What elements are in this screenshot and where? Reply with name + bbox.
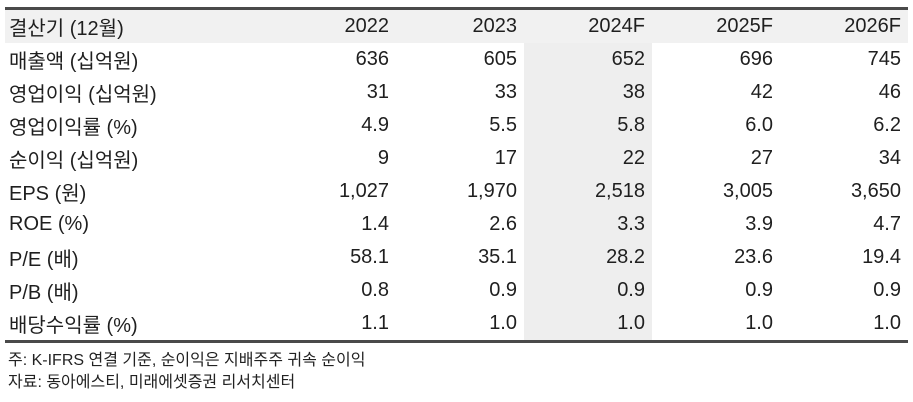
cell-value: 19.4: [862, 246, 901, 268]
table-row: EPS (원) 1,027 1,970 2,518 3,005 3,650: [5, 175, 908, 208]
cell-value: 31: [366, 81, 389, 103]
cell-value: 0.9: [745, 279, 773, 301]
cell-value-forecast: 2,518: [524, 175, 652, 208]
cell-value: 0.9: [489, 279, 517, 301]
cell-value-forecast: 1.0: [524, 307, 652, 342]
cell-value: 745: [867, 48, 901, 70]
row-label: 영업이익 (십억원): [9, 84, 157, 106]
header-year-2026f: 2026F: [780, 8, 908, 43]
cell-value: 0.8: [361, 279, 389, 301]
cell-value-forecast: 22: [524, 142, 652, 175]
footnotes: 주: K-IFRS 연결 기준, 순이익은 지배주주 귀속 순이익 자료: 동아…: [5, 350, 908, 394]
cell-value: 6.2: [873, 114, 901, 136]
cell-value: 4.9: [361, 114, 389, 136]
cell-value: 1.0: [745, 312, 773, 334]
cell-value: 3,650: [850, 180, 901, 202]
table-row: 영업이익률 (%) 4.9 5.5 5.8 6.0 6.2: [5, 109, 908, 142]
cell-value: 27: [750, 147, 773, 169]
row-label: P/E (배): [9, 249, 79, 271]
row-label: 영업이익률 (%): [9, 117, 138, 139]
cell-value: 1.0: [489, 312, 517, 334]
cell-value: 34: [878, 147, 901, 169]
cell-value: 42: [750, 81, 773, 103]
row-label: 순이익 (십억원): [9, 150, 139, 172]
cell-value-forecast: 3.3: [524, 208, 652, 241]
row-label: P/B (배): [9, 282, 79, 304]
header-year-2023: 2023: [396, 8, 524, 43]
cell-value: 0.9: [873, 279, 901, 301]
cell-value: 33: [494, 81, 517, 103]
table-row: 영업이익 (십억원) 31 33 38 42 46: [5, 76, 908, 109]
footnote-source: 자료: 동아에스티, 미래에셋증권 리서치센터: [8, 374, 296, 391]
cell-value: 3.9: [745, 213, 773, 235]
table-row: 배당수익률 (%) 1.1 1.0 1.0 1.0 1.0: [5, 307, 908, 342]
row-label: ROE (%): [9, 213, 89, 235]
cell-value-forecast: 5.8: [524, 109, 652, 142]
cell-value: 1,970: [466, 180, 517, 202]
cell-value: 1.1: [361, 312, 389, 334]
cell-value: 636: [355, 48, 389, 70]
cell-value: 4.7: [873, 213, 901, 235]
table-row: ROE (%) 1.4 2.6 3.3 3.9 4.7: [5, 208, 908, 241]
cell-value: 9: [377, 147, 389, 169]
footnote-basis: 주: K-IFRS 연결 기준, 순이익은 지배주주 귀속 순이익: [8, 352, 366, 369]
header-year-2024f: 2024F: [524, 8, 652, 43]
table-row: 순이익 (십억원) 9 17 22 27 34: [5, 142, 908, 175]
cell-value: 5.5: [489, 114, 517, 136]
header-fiscal-period: 결산기 (12월): [5, 8, 268, 43]
cell-value-forecast: 0.9: [524, 274, 652, 307]
cell-value: 1,027: [338, 180, 389, 202]
table-row: P/B (배) 0.8 0.9 0.9 0.9 0.9: [5, 274, 908, 307]
cell-value: 58.1: [350, 246, 389, 268]
cell-value: 1.0: [873, 312, 901, 334]
header-year-2025f: 2025F: [652, 8, 780, 43]
cell-value: 3,005: [722, 180, 773, 202]
financial-summary-table: 결산기 (12월) 2022 2023 2024F 2025F 2026F 매출…: [5, 7, 908, 343]
header-year-2022: 2022: [268, 8, 396, 43]
cell-value: 17: [494, 147, 517, 169]
cell-value-forecast: 652: [524, 43, 652, 76]
cell-value: 46: [878, 81, 901, 103]
cell-value: 6.0: [745, 114, 773, 136]
row-label: EPS (원): [9, 183, 87, 205]
cell-value: 696: [739, 48, 773, 70]
row-label: 배당수익률 (%): [9, 315, 138, 337]
table-header-row: 결산기 (12월) 2022 2023 2024F 2025F 2026F: [5, 8, 908, 43]
cell-value: 1.4: [361, 213, 389, 235]
cell-value: 605: [483, 48, 517, 70]
row-label: 매출액 (십억원): [9, 51, 139, 73]
table-row: P/E (배) 58.1 35.1 28.2 23.6 19.4: [5, 241, 908, 274]
cell-value-forecast: 38: [524, 76, 652, 109]
cell-value-forecast: 28.2: [524, 241, 652, 274]
table-row: 매출액 (십억원) 636 605 652 696 745: [5, 43, 908, 76]
cell-value: 35.1: [478, 246, 517, 268]
cell-value: 23.6: [734, 246, 773, 268]
cell-value: 2.6: [489, 213, 517, 235]
